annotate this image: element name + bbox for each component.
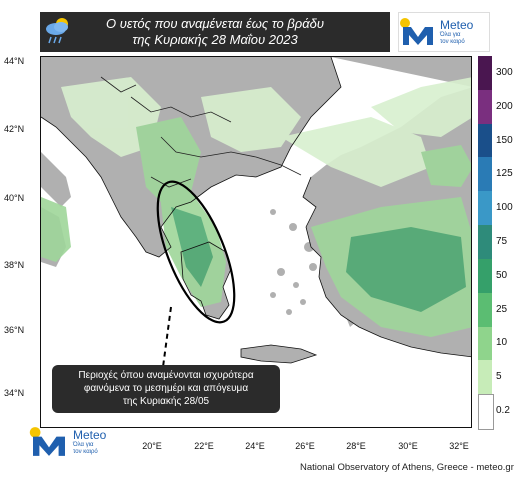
logo-subtitle-line2: τον καιρό: [440, 38, 465, 45]
rain-overlay: [41, 77, 471, 337]
colorbar-label: 50: [496, 269, 508, 281]
logo-subtitle-line1: Όλα για: [73, 441, 94, 448]
map-title-box: Ο υετός που αναμένεται έως το βράδυ της …: [40, 12, 390, 52]
logo-name: Meteo: [440, 17, 474, 32]
colorbar-label: 5: [496, 371, 502, 383]
map-title-line1: Ο υετός που αναμένεται έως το βράδυ: [105, 16, 325, 31]
colorbar-label: 75: [496, 236, 508, 247]
logo-name: Meteo: [73, 427, 107, 442]
lon-label-26: 26°E: [295, 441, 315, 451]
colorbar-label: 10: [496, 337, 508, 349]
colorbar-label: 25: [496, 303, 508, 315]
highlight-ellipse: [156, 180, 236, 324]
aegean-islands: [270, 209, 339, 315]
callout-pointer-line: [162, 306, 172, 368]
callout-line1: Περιοχές όπου αναμένονται ισχυρότερα: [78, 370, 254, 381]
rain-cloud-icon: [46, 18, 68, 44]
colorbar-segment: [478, 123, 492, 158]
precipitation-colorbar: [478, 56, 494, 431]
lat-label-34: 34°N: [4, 388, 25, 398]
lat-label-36: 36°N: [4, 325, 25, 335]
colorbar-label: 100: [496, 202, 513, 214]
callout-line3: της Κυριακής 28/05: [122, 396, 210, 407]
colorbar-segment: [478, 56, 492, 91]
colorbar-label: 0.2: [496, 405, 510, 417]
colorbar-segment: [478, 326, 492, 361]
italy-heel-landmass: [41, 152, 71, 207]
lon-label-30: 30°E: [398, 441, 418, 451]
lat-label-38: 38°N: [4, 260, 25, 270]
lon-label-32: 32°E: [449, 441, 469, 451]
lat-label-44: 44°N: [4, 56, 25, 66]
callout-line2: φαινόμενα το μεσημέρι και απόγευμα: [83, 383, 249, 394]
meteo-logo-bottom[interactable]: Meteo Όλα για τον καιρό: [28, 422, 128, 462]
logo-subtitle-line1: Όλα για: [440, 31, 461, 38]
lat-label-42: 42°N: [4, 124, 25, 134]
colorbar-segment: [478, 191, 492, 226]
colorbar-segment: [478, 225, 492, 260]
colorbar-segment: [478, 89, 492, 125]
meteo-m-logo-icon: [29, 427, 65, 456]
colorbar-segment: [478, 394, 494, 431]
lon-label-20: 20°E: [142, 441, 162, 451]
callout-box: Περιοχές όπου αναμένονται ισχυρότερα φαι…: [52, 365, 280, 413]
colorbar-label: 125: [496, 168, 513, 180]
lat-label-40: 40°N: [4, 193, 25, 203]
crete-island: [241, 345, 316, 363]
rhodes-island: [346, 313, 357, 327]
colorbar-label: 150: [496, 134, 513, 146]
precipitation-map: [40, 56, 472, 428]
colorbar-segment: [478, 157, 492, 192]
colorbar-segment: [478, 292, 492, 328]
colorbar-label: 300: [496, 66, 513, 78]
map-canvas: [41, 57, 471, 368]
colorbar-segment: [478, 258, 492, 294]
coastlines: [41, 57, 471, 364]
logo-subtitle-line2: τον καιρό: [73, 448, 98, 455]
lon-label-28: 28°E: [346, 441, 366, 451]
colorbar-segment: [478, 360, 492, 395]
source-credit: National Observatory of Athens, Greece -…: [300, 462, 514, 473]
country-borders: [100, 76, 302, 188]
lon-label-22: 22°E: [194, 441, 214, 451]
meteo-logo-top[interactable]: Meteo Όλα για τον καιρό: [398, 12, 490, 52]
lon-label-24: 24°E: [245, 441, 265, 451]
colorbar-label: 200: [496, 100, 513, 112]
map-title-line2: της Κυριακής 28 Μαΐου 2023: [132, 32, 298, 47]
meteo-m-logo-icon: [400, 18, 433, 45]
